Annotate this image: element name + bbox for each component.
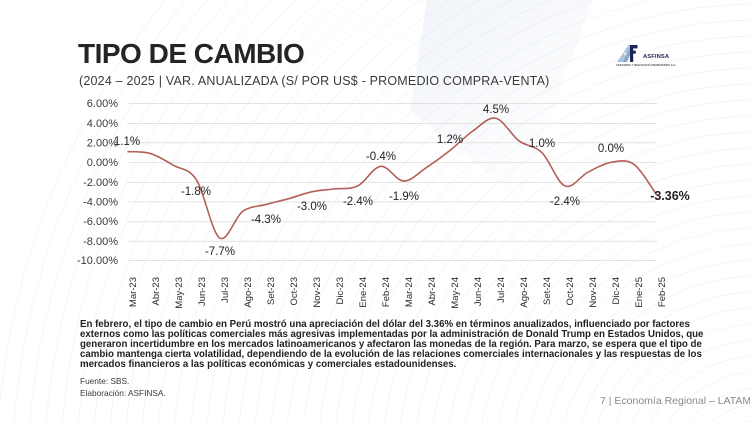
svg-text:1.2%: 1.2% xyxy=(437,134,463,146)
svg-text:4.00%: 4.00% xyxy=(87,118,118,130)
svg-text:-6.00%: -6.00% xyxy=(83,216,118,228)
svg-text:-3.36%: -3.36% xyxy=(650,189,690,203)
svg-text:-2.00%: -2.00% xyxy=(83,177,118,189)
svg-text:-3.0%: -3.0% xyxy=(297,201,327,213)
svg-text:6.00%: 6.00% xyxy=(87,98,118,110)
svg-text:4.5%: 4.5% xyxy=(483,104,509,116)
svg-text:-1.9%: -1.9% xyxy=(389,191,419,203)
svg-text:-4.00%: -4.00% xyxy=(83,196,118,208)
svg-text:ASESORIA Y NEGOCIOS FINANCIERO: ASESORIA Y NEGOCIOS FINANCIEROS S.A. xyxy=(616,63,676,67)
svg-text:-4.3%: -4.3% xyxy=(251,214,281,226)
svg-text:-8.00%: -8.00% xyxy=(83,236,118,248)
svg-text:1.1%: 1.1% xyxy=(114,136,140,148)
svg-text:-1.8%: -1.8% xyxy=(181,186,211,198)
svg-text:0.0%: 0.0% xyxy=(598,143,624,155)
svg-text:-7.7%: -7.7% xyxy=(205,246,235,258)
svg-text:-0.4%: -0.4% xyxy=(366,151,396,163)
svg-text:ASFINSA: ASFINSA xyxy=(643,54,670,60)
svg-text:0.00%: 0.00% xyxy=(87,157,118,169)
svg-text:-2.4%: -2.4% xyxy=(343,196,373,208)
svg-text:-10.00%: -10.00% xyxy=(77,255,118,267)
svg-text:-2.4%: -2.4% xyxy=(550,196,580,208)
svg-text:1.0%: 1.0% xyxy=(529,138,555,150)
